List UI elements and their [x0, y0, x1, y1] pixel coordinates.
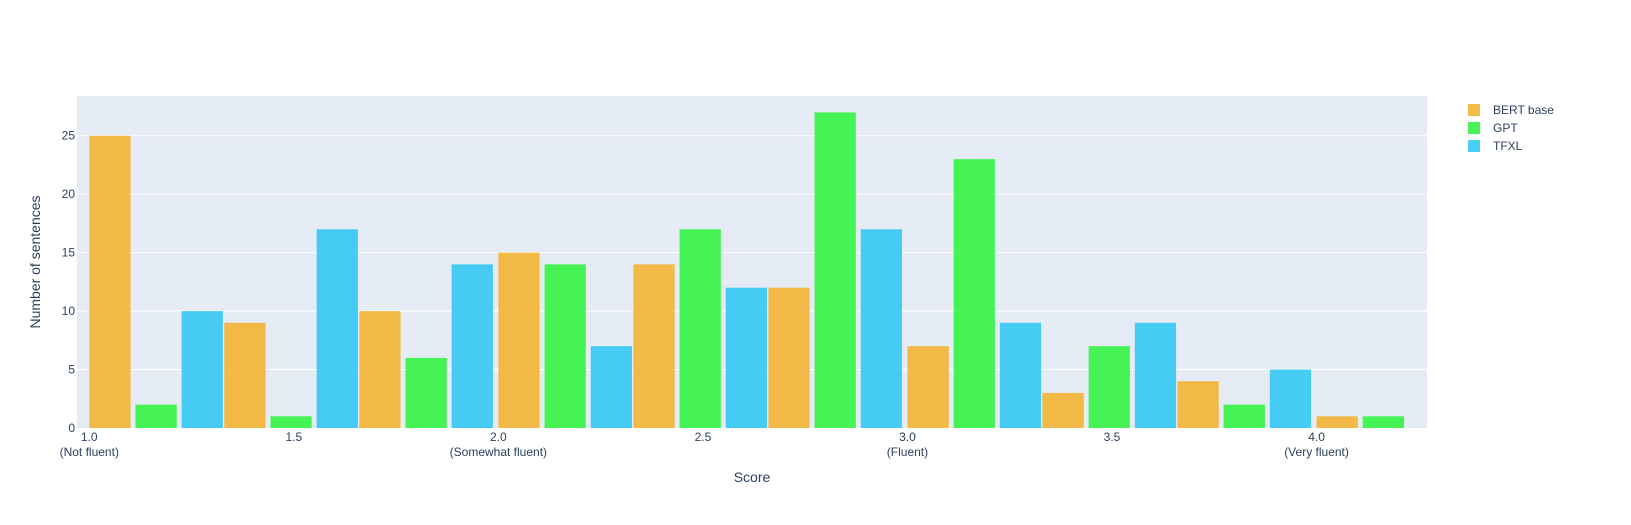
bar[interactable] — [316, 229, 358, 428]
bar[interactable] — [270, 416, 312, 428]
bar[interactable] — [1362, 416, 1405, 428]
bar[interactable] — [1269, 369, 1312, 428]
x-tick-sublabel: (Very fluent) — [1284, 445, 1349, 459]
x-tick-sublabel: (Fluent) — [887, 445, 928, 459]
bar[interactable] — [1042, 392, 1084, 428]
bar[interactable] — [1134, 322, 1177, 428]
bar[interactable] — [814, 112, 856, 428]
bar[interactable] — [1177, 381, 1219, 428]
y-tick-label: 20 — [62, 187, 76, 201]
bar[interactable] — [89, 135, 131, 429]
bar[interactable] — [135, 404, 177, 428]
bars — [89, 112, 1405, 429]
bar[interactable] — [544, 264, 586, 428]
y-axis-title: Number of sentences — [27, 195, 43, 328]
x-tick-label: 3.5 — [1104, 430, 1121, 444]
legend-swatch — [1468, 122, 1480, 134]
x-tick-label: 2.5 — [695, 430, 712, 444]
legend-swatch — [1468, 140, 1480, 152]
bar[interactable] — [1223, 404, 1265, 428]
bar[interactable] — [451, 264, 493, 428]
y-tick-labels: 0 5 10 15 20 25 — [62, 129, 76, 435]
legend-item[interactable]: BERT base — [1468, 103, 1554, 117]
bar[interactable] — [181, 311, 223, 428]
legend-label: BERT base — [1493, 103, 1554, 117]
legend-item[interactable]: TFXL — [1468, 139, 1523, 153]
y-tick-label: 0 — [68, 421, 75, 435]
bar[interactable] — [768, 287, 810, 428]
x-tick-label: 3.0 — [899, 430, 916, 444]
legend-label: GPT — [1493, 121, 1518, 135]
bar[interactable] — [633, 264, 675, 428]
x-tick-label: 1.0 — [81, 430, 98, 444]
bar[interactable] — [498, 252, 540, 428]
x-tick-label: 2.0 — [490, 430, 507, 444]
bar[interactable] — [1316, 416, 1358, 428]
bar[interactable] — [359, 311, 401, 428]
legend[interactable]: BERT base GPT TFXL — [1468, 103, 1554, 153]
bar[interactable] — [224, 322, 266, 428]
y-tick-label: 15 — [62, 246, 76, 260]
bar[interactable] — [999, 322, 1042, 428]
bar[interactable] — [953, 159, 995, 428]
legend-item[interactable]: GPT — [1468, 121, 1518, 135]
y-tick-label: 5 — [68, 363, 75, 377]
x-tick-sublabel: (Somewhat fluent) — [450, 445, 547, 459]
bar[interactable] — [860, 229, 903, 428]
y-tick-label: 10 — [62, 304, 76, 318]
y-tick-label: 25 — [62, 129, 76, 143]
x-tick-labels: 1.0(Not fluent) 1.5 2.0(Somewhat fluent) 2.… — [60, 430, 1349, 459]
bar[interactable] — [405, 357, 447, 428]
bar[interactable] — [679, 229, 721, 428]
x-axis-title: Score — [734, 469, 771, 485]
x-tick-label: 4.0 — [1308, 430, 1325, 444]
legend-swatch — [1468, 104, 1480, 116]
x-tick-sublabel: (Not fluent) — [60, 445, 119, 459]
legend-label: TFXL — [1493, 139, 1523, 153]
bar[interactable] — [1088, 346, 1130, 428]
bar[interactable] — [725, 287, 768, 428]
x-tick-label: 1.5 — [285, 430, 302, 444]
bar[interactable] — [590, 346, 633, 428]
bar[interactable] — [907, 346, 949, 428]
